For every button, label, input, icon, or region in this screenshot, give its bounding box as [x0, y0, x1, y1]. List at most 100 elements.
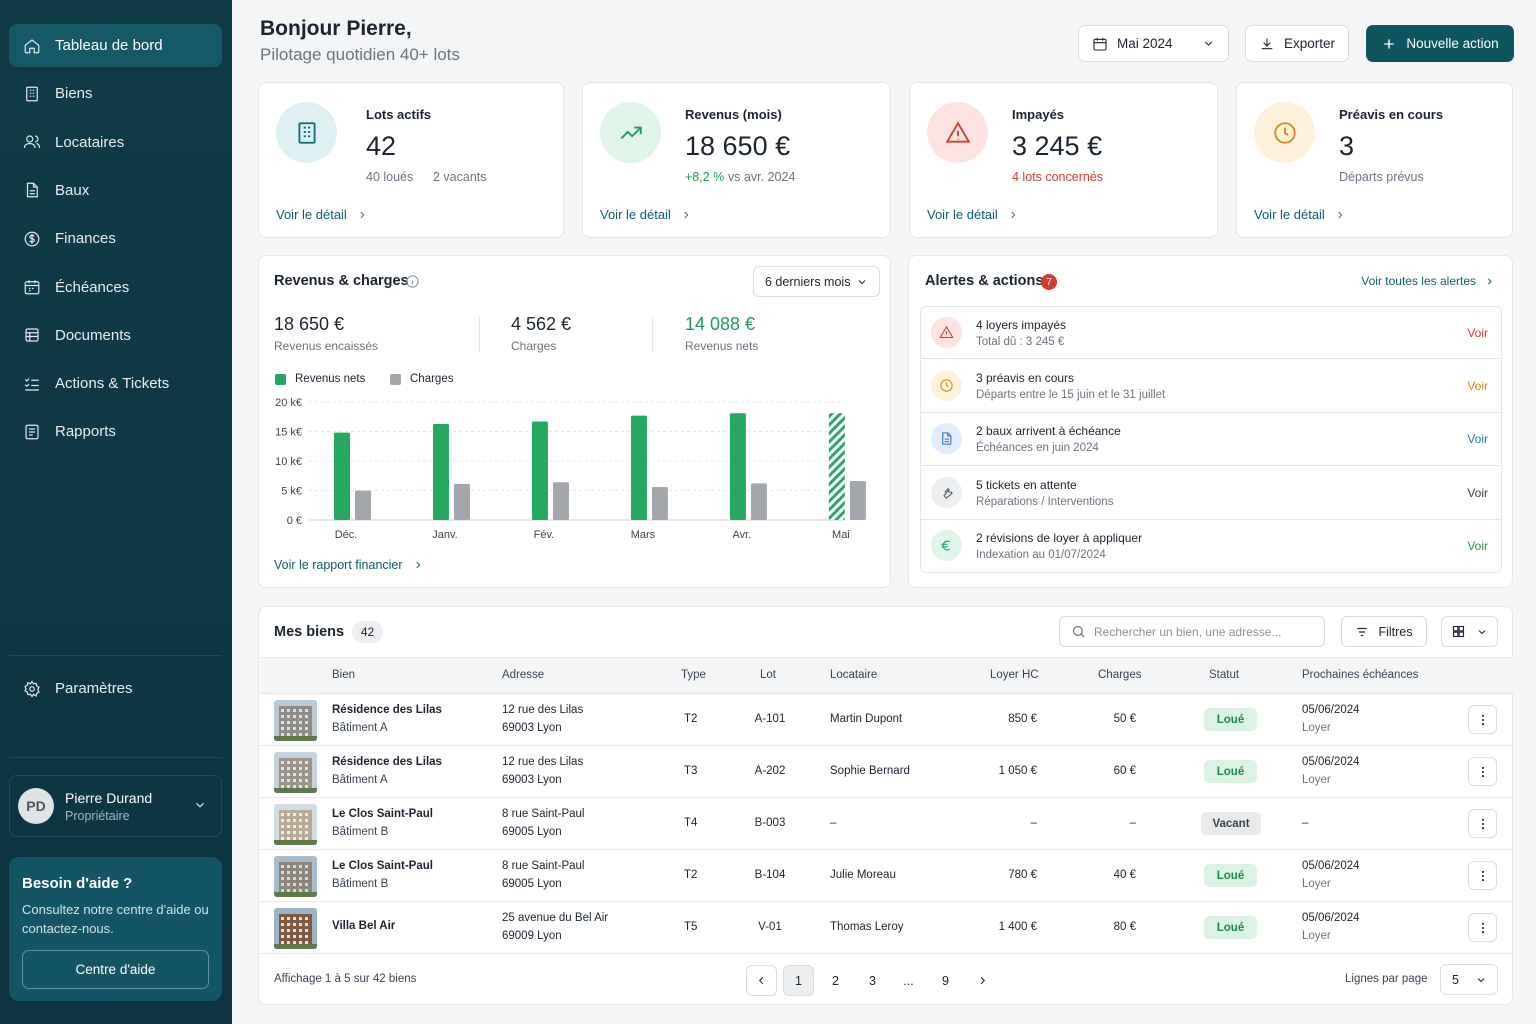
new-action-button[interactable]: Nouvelle action [1366, 25, 1514, 62]
status-badge: Loué [1204, 760, 1257, 783]
bar-charges[interactable] [355, 490, 371, 521]
row-menu-button[interactable] [1468, 757, 1497, 786]
alert-view-link[interactable]: Voir [1467, 432, 1488, 447]
bar-charges[interactable] [849, 481, 866, 520]
bar-net-revenue[interactable] [828, 413, 845, 520]
sidebar-item-rapports[interactable]: Rapports [9, 410, 222, 453]
user-menu[interactable]: PD Pierre Durand Propriétaire [9, 775, 222, 837]
alert-title: 2 révisions de loyer à appliquer [976, 531, 1143, 546]
rows-per-page-select[interactable]: 5 [1440, 964, 1498, 995]
column-header[interactable]: Type [681, 669, 706, 681]
net-revenue-label: Revenus nets [685, 339, 759, 353]
unit-type: T4 [684, 817, 698, 829]
property-thumbnail [274, 752, 317, 793]
bar-charges[interactable] [552, 482, 569, 520]
alert-item[interactable]: 4 loyers impayés Total dû : 3 245 € Voir [920, 306, 1502, 359]
view-toggle-button[interactable] [1441, 616, 1498, 647]
column-header[interactable]: Locataire [830, 669, 878, 681]
page-button[interactable]: 1 [783, 965, 814, 996]
search-icon [1072, 625, 1085, 638]
alert-view-link[interactable]: Voir [1467, 539, 1488, 554]
row-menu-button[interactable] [1468, 705, 1497, 734]
kpi-detail-link[interactable]: Voir le détail [1254, 207, 1345, 222]
table-row[interactable]: Résidence des Lilas Bâtiment A 12 rue de… [260, 694, 1513, 746]
prev-page-button[interactable] [746, 965, 777, 996]
column-header[interactable]: Prochaines échéances [1302, 669, 1419, 681]
wrench-icon [931, 476, 962, 508]
bar-net-revenue[interactable] [334, 432, 350, 520]
row-menu-button[interactable] [1468, 861, 1497, 890]
legend-item-net: Revenus nets [275, 373, 365, 385]
row-menu-button[interactable] [1468, 913, 1497, 942]
column-header[interactable]: Loyer HC [990, 669, 1039, 681]
column-header[interactable]: Lot [760, 669, 776, 681]
help-center-button[interactable]: Centre d'aide [22, 950, 209, 989]
info-icon[interactable] [405, 274, 420, 289]
see-all-alerts-link[interactable]: Voir toutes les alertes [1361, 274, 1494, 288]
table-row[interactable]: Le Clos Saint-Paul Bâtiment B 8 rue Sain… [260, 850, 1513, 902]
finance-title: Revenus & charges [274, 273, 409, 289]
export-button[interactable]: Exporter [1245, 25, 1349, 62]
property-name[interactable]: Résidence des Lilas [332, 704, 442, 716]
charges-value: 60 € [1113, 765, 1136, 777]
kpi-detail-link[interactable]: Voir le détail [927, 207, 1018, 222]
property-name[interactable]: Villa Bel Air [332, 920, 396, 932]
property-name[interactable]: Le Clos Saint-Paul [332, 860, 433, 872]
alert-item[interactable]: 5 tickets en attente Réparations / Inter… [920, 466, 1502, 520]
table-row[interactable]: Résidence des Lilas Bâtiment A 12 rue de… [260, 746, 1513, 798]
chevron-down-icon [1477, 977, 1485, 982]
kpi-detail-link[interactable]: Voir le détail [276, 207, 367, 222]
sidebar-item-documents[interactable]: Documents [9, 314, 222, 357]
alert-view-link[interactable]: Voir [1467, 485, 1488, 500]
sidebar-item-actions-tickets[interactable]: Actions & Tickets [9, 362, 222, 405]
bar-net-revenue[interactable] [630, 415, 647, 520]
alert-item[interactable]: 2 baux arrivent à échéance Échéances en … [920, 413, 1502, 467]
bar-net-revenue[interactable] [531, 421, 548, 520]
document-icon [23, 181, 41, 199]
sidebar-item-biens[interactable]: Biens [9, 72, 222, 115]
property-name[interactable]: Résidence des Lilas [332, 756, 442, 768]
column-header[interactable]: Statut [1209, 669, 1240, 681]
bar-net-revenue[interactable] [729, 413, 746, 520]
next-page-button[interactable] [967, 965, 998, 996]
search-input[interactable]: Rechercher un bien, une adresse... [1059, 616, 1325, 647]
charges-value: 50 € [1113, 713, 1136, 725]
finance-report-link[interactable]: Voir le rapport financier [274, 558, 423, 572]
table-row[interactable]: Villa Bel Air 25 avenue du Bel Air 69009… [260, 902, 1513, 954]
bar-net-revenue[interactable] [432, 423, 449, 520]
kpi-detail-link[interactable]: Voir le détail [600, 207, 691, 222]
bar-charges[interactable] [453, 484, 470, 520]
period-select[interactable]: Mai 2024 [1078, 25, 1229, 62]
finance-period-select[interactable]: 6 derniers mois [753, 266, 880, 297]
list-check-icon [23, 375, 41, 393]
column-header[interactable]: Charges [1098, 669, 1142, 681]
column-header[interactable]: Bien [332, 669, 356, 681]
alerts-count-badge: 7 [1041, 274, 1057, 290]
sidebar-item-finances[interactable]: Finances [9, 217, 222, 260]
rows-per-page-label: Lignes par page [1345, 973, 1428, 985]
bar-charges[interactable] [651, 486, 668, 520]
sidebar-item-baux[interactable]: Baux [9, 169, 222, 212]
sidebar-item-tableau-de-bord[interactable]: Tableau de bord [9, 24, 222, 67]
property-name[interactable]: Le Clos Saint-Paul [332, 808, 433, 820]
properties-count-badge: 42 [352, 621, 383, 643]
alert-item[interactable]: 3 préavis en cours Départs entre le 15 j… [920, 359, 1502, 413]
page-button[interactable]: 2 [832, 973, 839, 988]
page-button[interactable]: 9 [942, 973, 949, 988]
row-menu-button[interactable] [1468, 809, 1497, 838]
status-badge: Loué [1204, 916, 1257, 939]
sidebar-item-settings[interactable]: Paramètres [9, 667, 222, 710]
sidebar-item-locataires[interactable]: Locataires [9, 121, 222, 164]
page-button[interactable]: 3 [869, 973, 876, 988]
filters-button[interactable]: Filtres [1341, 616, 1427, 647]
column-header[interactable]: Adresse [502, 669, 545, 681]
sidebar-item-échéances[interactable]: Échéances [9, 266, 222, 309]
bar-charges[interactable] [750, 483, 767, 520]
kpi-value: 3 [1339, 131, 1355, 161]
export-label: Exporter [1284, 36, 1336, 51]
table-row[interactable]: Le Clos Saint-Paul Bâtiment B 8 rue Sain… [260, 798, 1513, 850]
alert-item[interactable]: 2 révisions de loyer à appliquer Indexat… [920, 520, 1502, 574]
alert-view-link[interactable]: Voir [1467, 378, 1488, 393]
alert-view-link[interactable]: Voir [1467, 326, 1488, 340]
page-subtitle: Pilotage quotidien 40+ lots [260, 45, 460, 64]
